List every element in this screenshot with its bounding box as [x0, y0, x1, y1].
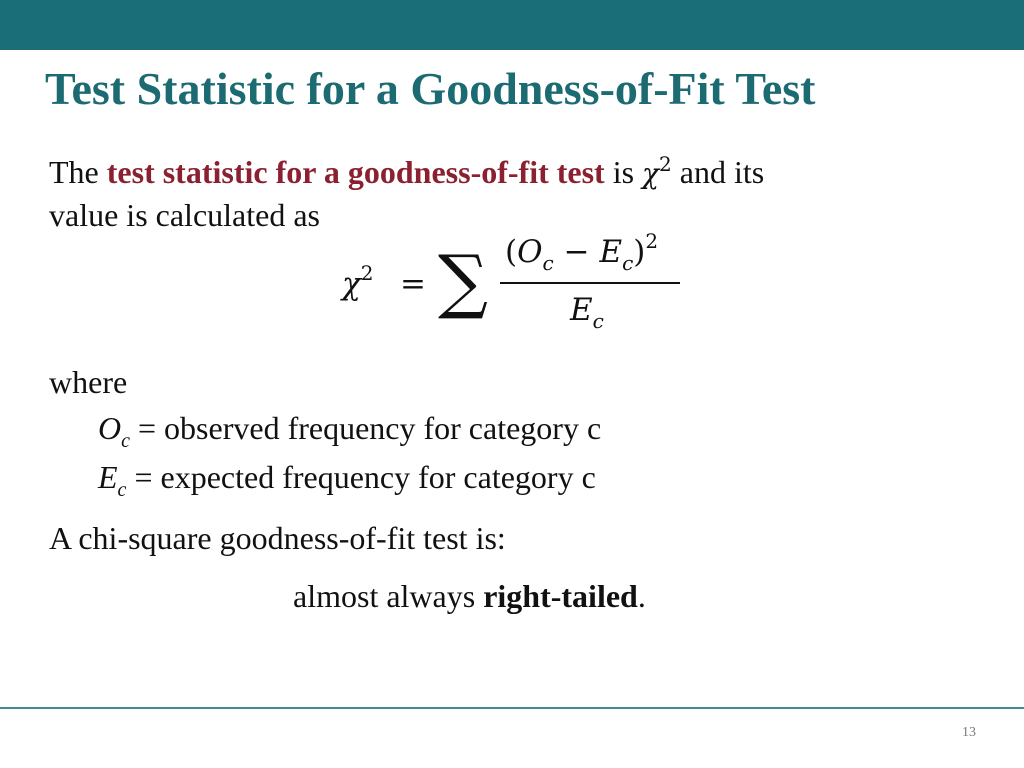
slide-title: Test Statistic for a Goodness-of-Fit Tes…: [45, 63, 816, 114]
formula-denominator: Ec: [570, 292, 604, 333]
definition-observed: Oc = observed frequency for category c: [98, 410, 602, 452]
formula-lhs: χ2: [342, 261, 374, 302]
intro-line-2: value is calculated as: [49, 197, 320, 233]
formula-equals: =: [400, 266, 426, 302]
highlighted-term: test statistic for a goodness-of-fit tes…: [106, 154, 605, 190]
top-band: [0, 0, 1024, 50]
intro-text-2: is: [604, 154, 643, 190]
chi-square-statement: A chi-square goodness-of-fit test is:: [49, 520, 506, 556]
chi-square-formula: χ2 = ∑ (Oc − Ec)2 Ec: [330, 229, 690, 337]
intro-text-3: and its: [671, 154, 765, 190]
fraction-bar: [500, 282, 680, 284]
chi-square-symbol: χ2: [642, 152, 672, 190]
intro-line-1: The test statistic for a goodness-of-fit…: [49, 152, 764, 196]
intro-text-1: The: [49, 154, 107, 190]
summation-icon: ∑: [438, 240, 488, 322]
footer-divider: [0, 707, 1024, 709]
page-number: 13: [962, 725, 976, 740]
right-tailed-term: right-tailed: [483, 578, 638, 614]
formula-numerator: (Oc − Ec)2: [505, 229, 659, 275]
definition-expected: Ec = expected frequency for category c: [98, 459, 596, 501]
where-label: where: [49, 364, 128, 400]
conclusion-line: almost always right-tailed.: [293, 578, 646, 614]
